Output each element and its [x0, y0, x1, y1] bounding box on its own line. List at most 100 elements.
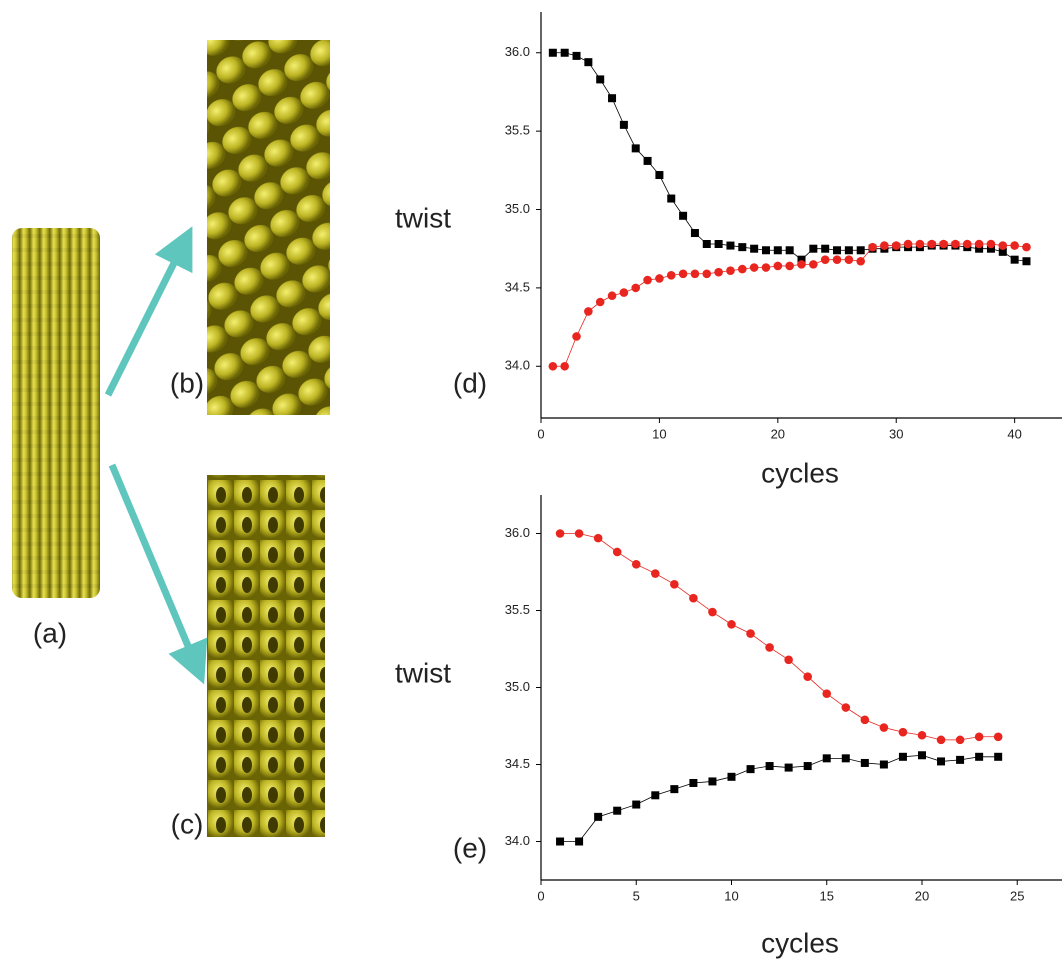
y-tick-label: 36.0 — [505, 44, 530, 59]
point — [746, 629, 755, 638]
y-tick-label: 35.0 — [505, 201, 530, 216]
point — [651, 569, 660, 578]
point — [861, 759, 869, 767]
point — [868, 243, 877, 252]
point — [937, 736, 946, 745]
y-tick-label: 35.5 — [505, 602, 530, 617]
point — [975, 732, 984, 741]
point — [556, 838, 564, 846]
point — [1010, 241, 1019, 250]
point — [620, 121, 628, 129]
point — [670, 785, 678, 793]
y-tick-label: 34.0 — [505, 358, 530, 373]
panel-label: (e) — [453, 832, 487, 863]
x-tick-label: 20 — [915, 888, 929, 903]
point — [762, 246, 770, 254]
y-tick-label: 34.5 — [505, 279, 530, 294]
point — [880, 723, 889, 732]
point — [842, 754, 850, 762]
point — [784, 655, 793, 664]
point — [596, 298, 605, 307]
x-tick-label: 5 — [633, 888, 640, 903]
point — [632, 560, 641, 569]
point — [774, 246, 782, 254]
point — [762, 263, 771, 272]
point — [594, 534, 603, 543]
point — [786, 246, 794, 254]
point — [904, 240, 913, 249]
panel-label: (a) — [33, 617, 67, 648]
point — [987, 240, 996, 249]
y-axis-label: twist — [395, 657, 451, 688]
x-tick-label: 40 — [1007, 426, 1021, 441]
point — [655, 274, 664, 283]
point — [691, 269, 700, 278]
point — [750, 263, 759, 272]
point — [651, 791, 659, 799]
point — [561, 49, 569, 57]
point — [845, 246, 853, 254]
point — [708, 777, 716, 785]
point — [1022, 243, 1031, 252]
x-tick-label: 15 — [820, 888, 834, 903]
point — [750, 245, 758, 253]
point — [708, 608, 717, 617]
point — [727, 773, 735, 781]
point — [594, 813, 602, 821]
point — [880, 761, 888, 769]
point — [549, 362, 558, 371]
point — [821, 255, 830, 264]
point — [632, 144, 640, 152]
point — [727, 620, 736, 629]
point — [575, 529, 584, 538]
point — [643, 276, 652, 285]
point — [556, 529, 565, 538]
x-tick-label: 0 — [537, 426, 544, 441]
point — [667, 271, 676, 280]
panel-label: (d) — [453, 367, 487, 398]
point — [880, 241, 889, 250]
point — [899, 728, 908, 737]
point — [804, 762, 812, 770]
point — [738, 265, 747, 274]
point — [766, 762, 774, 770]
point — [596, 75, 604, 83]
helix-b — [207, 40, 330, 415]
point — [939, 240, 948, 249]
point — [956, 756, 964, 764]
series-line — [553, 53, 1027, 261]
y-tick-label: 34.5 — [505, 756, 530, 771]
point — [670, 580, 679, 589]
point — [998, 241, 1007, 250]
point — [951, 240, 960, 249]
point — [613, 807, 621, 815]
y-tick-label: 34.0 — [505, 833, 530, 848]
x-tick-label: 10 — [652, 426, 666, 441]
point — [937, 757, 945, 765]
point — [809, 245, 817, 253]
point — [809, 260, 818, 269]
point — [560, 362, 569, 371]
cylinder-a — [12, 228, 100, 598]
x-tick-label: 20 — [771, 426, 785, 441]
point — [823, 754, 831, 762]
point — [833, 246, 841, 254]
point — [892, 241, 901, 250]
point — [747, 765, 755, 773]
point — [916, 240, 925, 249]
point — [620, 288, 629, 297]
point — [785, 764, 793, 772]
point — [738, 243, 746, 251]
x-tick-label: 10 — [724, 888, 738, 903]
point — [1022, 257, 1030, 265]
point — [726, 242, 734, 250]
point — [679, 212, 687, 220]
point — [994, 732, 1003, 741]
point — [821, 245, 829, 253]
point — [774, 262, 783, 271]
panel-label: (c) — [171, 808, 204, 839]
point — [572, 332, 581, 341]
point — [833, 255, 842, 264]
point — [785, 262, 794, 271]
point — [631, 284, 640, 293]
